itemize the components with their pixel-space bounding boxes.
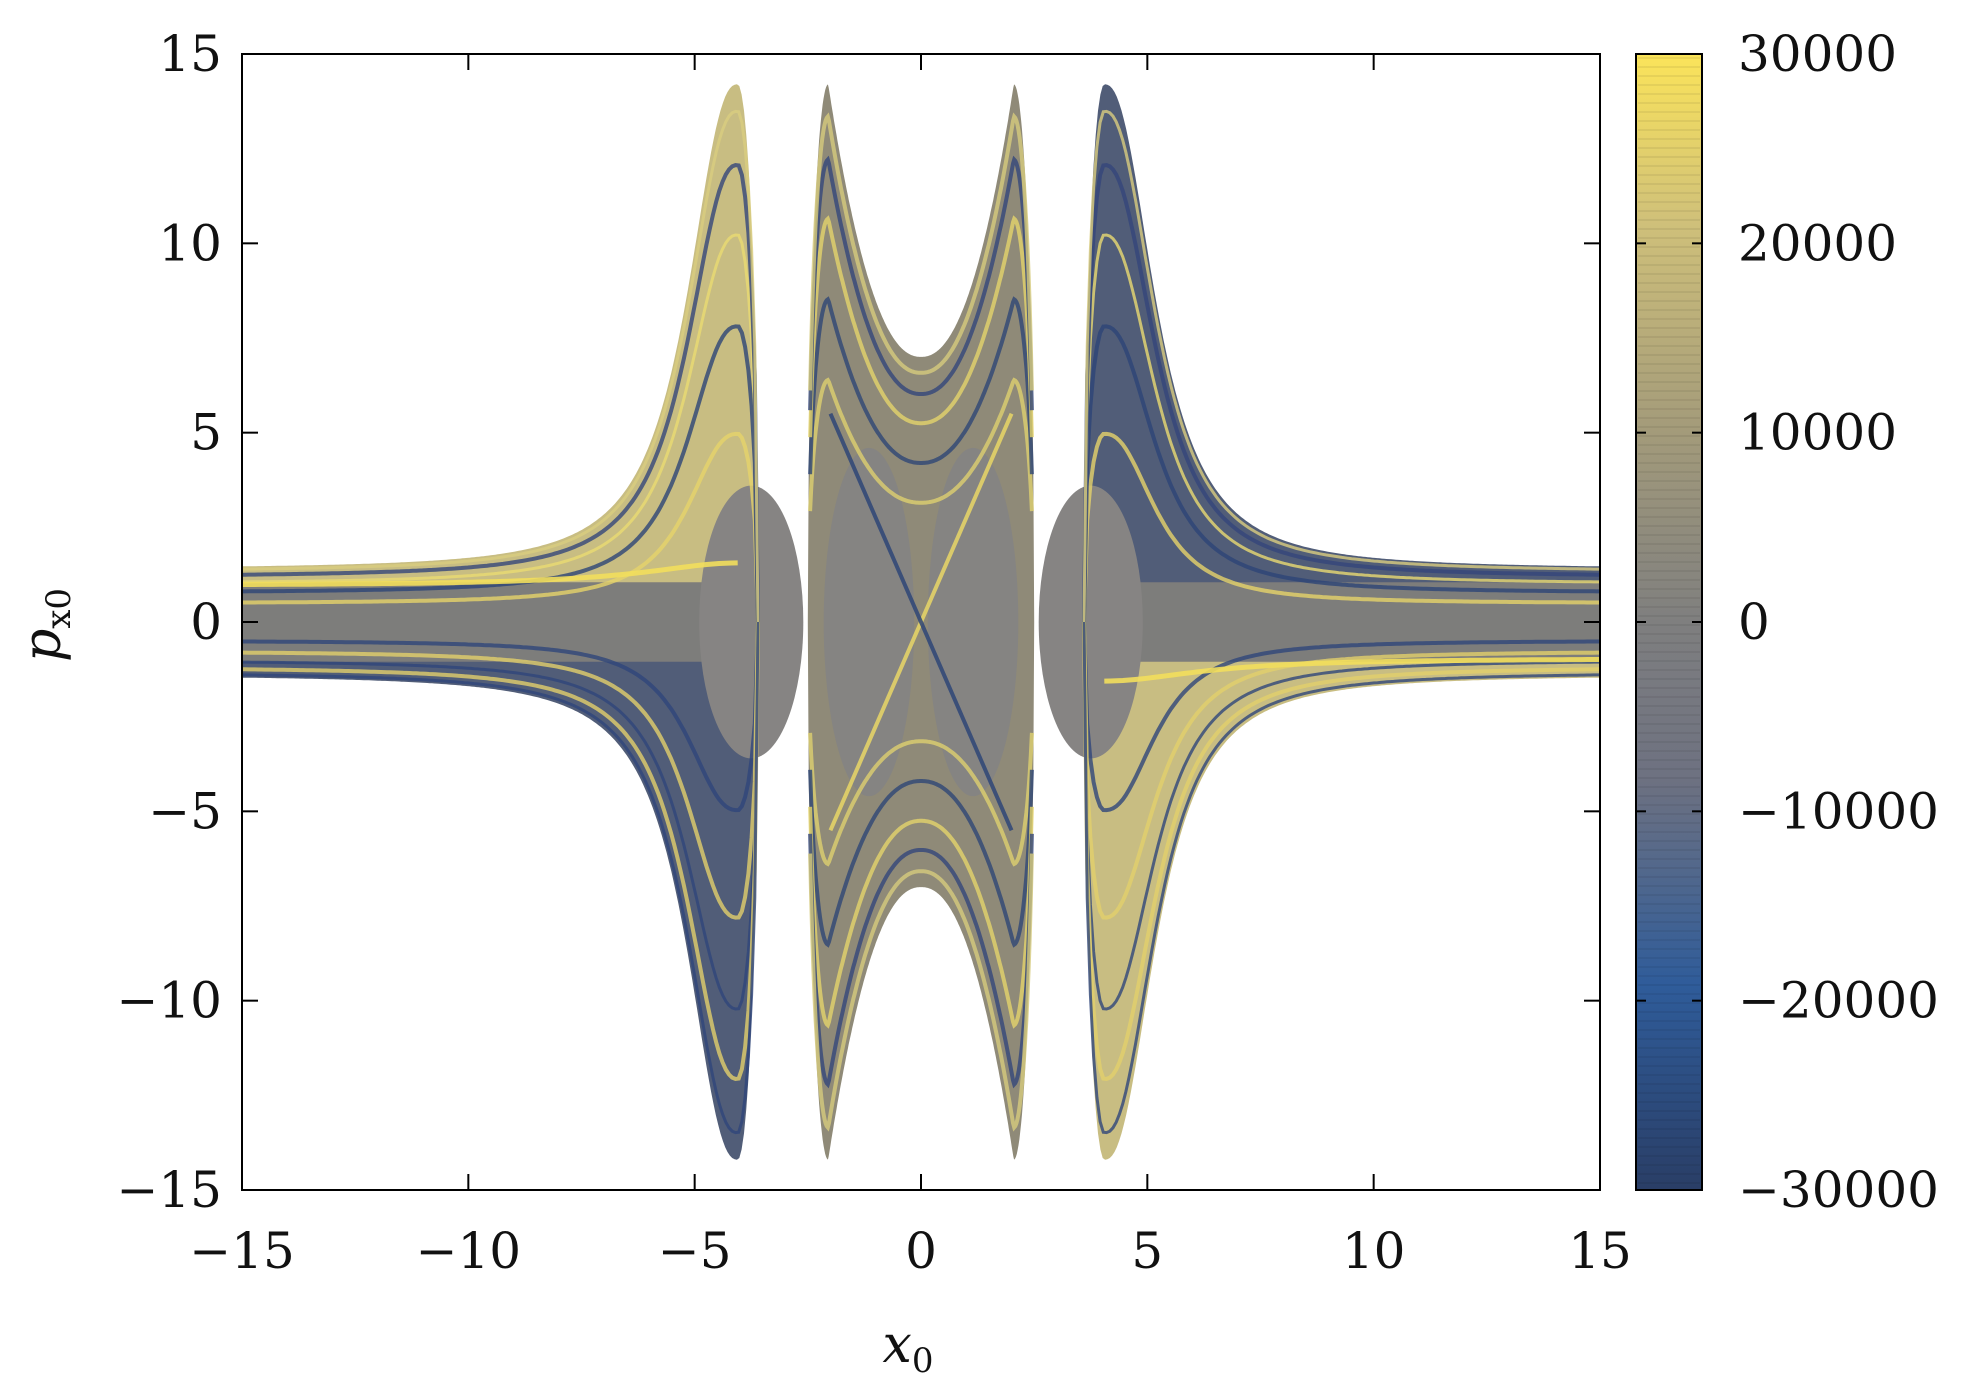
colorbar-tick-label: 30000 bbox=[1738, 25, 1897, 83]
heatmap-filament bbox=[242, 621, 760, 1081]
heatmap-filament bbox=[242, 233, 760, 623]
heatmap-filament bbox=[1082, 233, 1600, 623]
y-tick-label: −15 bbox=[116, 1161, 222, 1219]
y-tick-label: 0 bbox=[190, 593, 222, 651]
y-axis-ticks: −15 −10 −5 0 5 10 15 bbox=[116, 25, 1600, 1219]
x-tick-label: 10 bbox=[1342, 1222, 1406, 1280]
heatmap-central-filament bbox=[808, 853, 1034, 1132]
heatmap-central-filament bbox=[808, 377, 1034, 512]
x-tick-label: −5 bbox=[658, 1222, 732, 1280]
colorbar-ticks: −30000 −20000 −10000 0 10000 20000 30000 bbox=[1636, 25, 1939, 1219]
heatmap-filament bbox=[242, 621, 760, 813]
heatmap-filament bbox=[1082, 163, 1600, 623]
colorbar-tick-label: −20000 bbox=[1738, 972, 1939, 1030]
heatmap-island-core bbox=[699, 485, 804, 759]
heatmap-island-core bbox=[1038, 485, 1143, 759]
heatmap-filament bbox=[1082, 109, 1600, 623]
colorbar-tick-label: −10000 bbox=[1738, 782, 1939, 840]
x-axis-label: x0 bbox=[883, 1315, 934, 1380]
heatmap-filament bbox=[242, 431, 760, 623]
heatmap-tail-stripe bbox=[242, 560, 738, 587]
y-tick-label: 15 bbox=[158, 25, 222, 83]
heatmap-central-filament bbox=[808, 155, 1034, 411]
x-tick-label: −15 bbox=[189, 1222, 295, 1280]
y-tick-label: −10 bbox=[116, 972, 222, 1030]
heatmap-filament bbox=[1082, 621, 1600, 1135]
y-tick-label: 5 bbox=[190, 404, 222, 462]
heatmap-area bbox=[242, 84, 1600, 1160]
heatmap-central-filament bbox=[808, 732, 1034, 867]
heatmap-lobe-upper bbox=[1084, 84, 1600, 623]
colorbar-tick-label: 10000 bbox=[1738, 404, 1897, 462]
heatmap-filament bbox=[1082, 621, 1600, 1011]
y-tick-label: 10 bbox=[158, 214, 222, 272]
heatmap-filament bbox=[242, 109, 760, 623]
heatmap-filament bbox=[1082, 431, 1600, 623]
heatmap-filament bbox=[242, 621, 760, 1011]
heatmap-filament bbox=[1082, 621, 1600, 813]
y-tick-label: −5 bbox=[148, 782, 222, 840]
x-tick-label: 15 bbox=[1568, 1222, 1632, 1280]
heatmap-band bbox=[242, 582, 738, 662]
heatmap-separatrix bbox=[828, 412, 1014, 832]
heatmap-central-filament bbox=[808, 806, 1034, 1029]
heatmap-filament bbox=[1082, 621, 1600, 1081]
heatmap-central-island bbox=[823, 447, 915, 797]
heatmap-central-island bbox=[927, 447, 1019, 797]
x-tick-label: 0 bbox=[905, 1222, 937, 1280]
colorbar-tick-label: 20000 bbox=[1738, 214, 1897, 272]
heatmap-lobe-lower bbox=[1084, 622, 1600, 1160]
colorbar-tick-label: −30000 bbox=[1738, 1161, 1939, 1219]
colorbar-stripes bbox=[1638, 57, 1700, 1184]
heatmap-central-filament bbox=[808, 112, 1034, 391]
x-axis-ticks: −15 −10 −5 0 5 10 15 bbox=[189, 54, 1632, 1280]
heatmap-filament bbox=[242, 621, 760, 920]
x-tick-label: 5 bbox=[1131, 1222, 1163, 1280]
heatmap-filament bbox=[242, 324, 760, 623]
heatmap-filament bbox=[242, 163, 760, 623]
heatmap-central-filament bbox=[808, 215, 1034, 438]
heatmap-band bbox=[1104, 582, 1600, 662]
heatmap-central-filament bbox=[808, 833, 1034, 1089]
heatmap-tail-stripe bbox=[1104, 657, 1600, 684]
heatmap-filament bbox=[242, 621, 760, 1135]
heatmap-central-filament bbox=[808, 769, 1034, 948]
heatmap-lobe-lower bbox=[242, 622, 758, 1160]
heatmap-filament bbox=[1082, 621, 1600, 920]
heatmap-central-filament bbox=[808, 296, 1034, 475]
y-axis-label: px0 bbox=[13, 588, 79, 662]
colorbar-tick-label: 0 bbox=[1738, 593, 1770, 651]
x-tick-label: −10 bbox=[416, 1222, 522, 1280]
heatmap-lobe-upper bbox=[242, 84, 758, 623]
heatmap-filament bbox=[1082, 324, 1600, 623]
